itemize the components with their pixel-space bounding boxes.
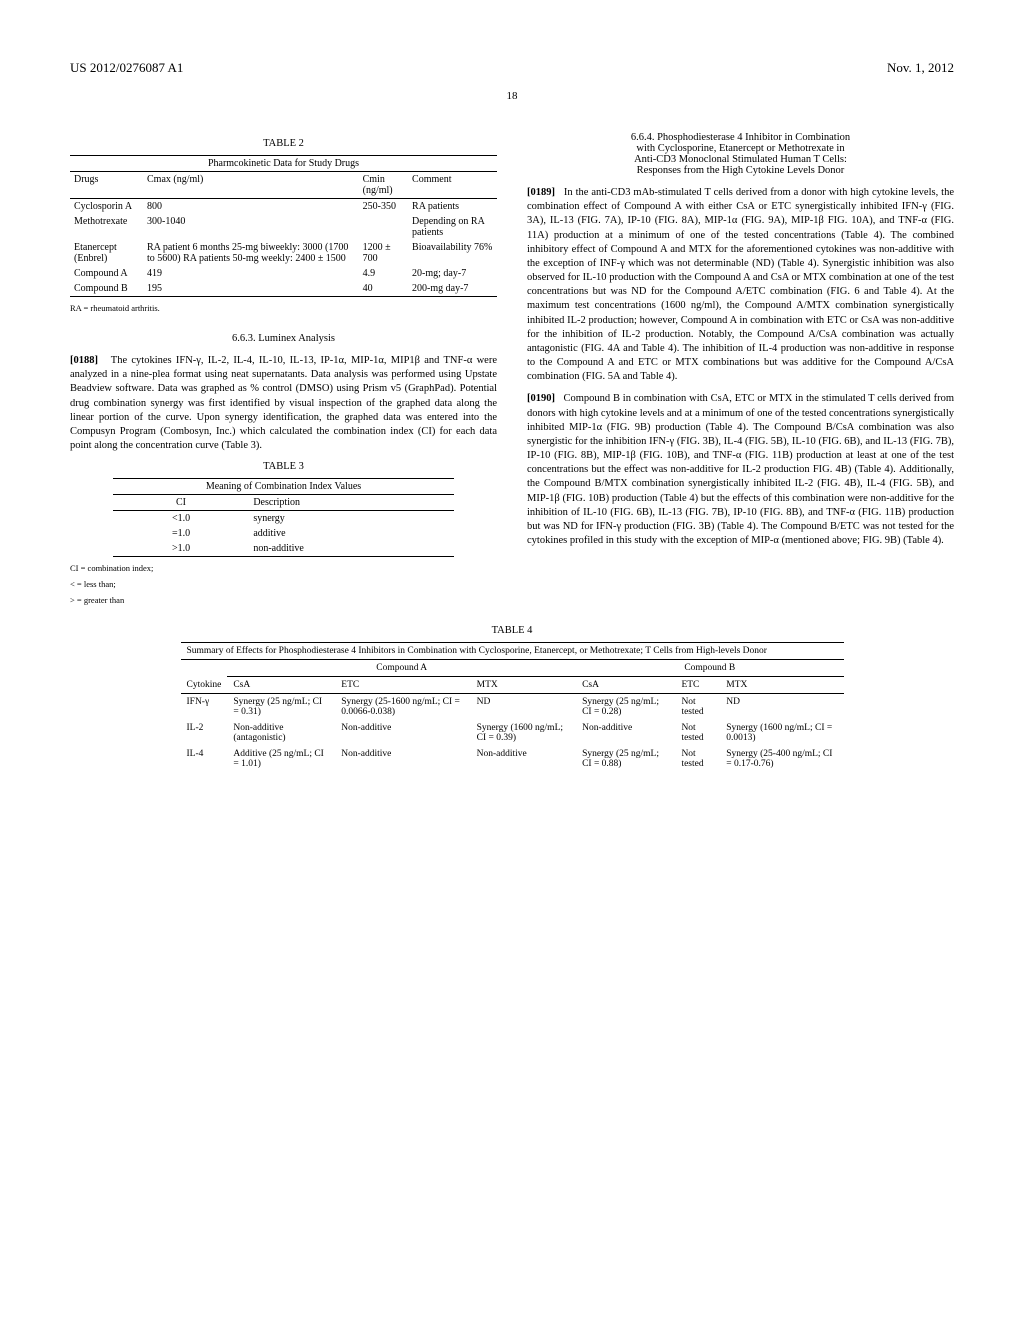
- table-cell: 419: [143, 266, 359, 281]
- table2-col3: Comment: [408, 172, 497, 199]
- table-cell: Methotrexate: [70, 214, 143, 240]
- section-664-heading: 6.6.4. Phosphodiesterase 4 Inhibitor in …: [527, 132, 954, 176]
- table-cell: 4.9: [359, 266, 408, 281]
- table-cell: 20-mg; day-7: [408, 266, 497, 281]
- paragraph-0190: [0190] Compound B in combination with Cs…: [527, 392, 954, 548]
- para-num-0189: [0189]: [527, 187, 555, 198]
- para-text-0188: The cytokines IFN-γ, IL-2, IL-4, IL-10, …: [70, 355, 497, 451]
- table-cell: Synergy (25 ng/mL; CI = 0.88): [576, 746, 675, 772]
- table4-sub6: MTX: [720, 677, 843, 694]
- table-cell: Bioavailability 76%: [408, 240, 497, 266]
- publication-date: Nov. 1, 2012: [887, 60, 954, 76]
- left-column: TABLE 2 Pharmcokinetic Data for Study Dr…: [70, 132, 497, 605]
- table2-label: TABLE 2: [70, 138, 497, 149]
- publication-number: US 2012/0276087 A1: [70, 60, 183, 76]
- table-cell: Compound A: [70, 266, 143, 281]
- table-cell: 800: [143, 199, 359, 215]
- table-cell: ND: [471, 694, 576, 721]
- table-cell: [359, 214, 408, 240]
- table-cell: 200-mg day-7: [408, 281, 497, 297]
- table-cell: Not tested: [675, 746, 720, 772]
- table-cell: IL-2: [181, 720, 228, 746]
- table-cell: additive: [249, 526, 454, 541]
- table-cell: Non-additive: [471, 746, 576, 772]
- table3-col1: Description: [249, 495, 454, 511]
- table-cell: Synergy (1600 ng/mL; CI = 0.0013): [720, 720, 843, 746]
- table-cell: Synergy (25-1600 ng/mL; CI = 0.0066-0.03…: [335, 694, 470, 721]
- table4-caption: Summary of Effects for Phosphodiesterase…: [181, 643, 844, 660]
- table-cell: =1.0: [113, 526, 250, 541]
- table-cell: RA patient 6 months 25-mg biweekly: 3000…: [143, 240, 359, 266]
- table-cell: Non-additive: [335, 720, 470, 746]
- table4: Summary of Effects for Phosphodiesterase…: [181, 642, 844, 772]
- table-cell: Synergy (1600 ng/mL; CI = 0.39): [471, 720, 576, 746]
- table3-footnote-2: < = less than;: [70, 579, 497, 589]
- table-cell: 1200 ± 700: [359, 240, 408, 266]
- table-cell: 195: [143, 281, 359, 297]
- table3-label: TABLE 3: [70, 461, 497, 472]
- table-cell: synergy: [249, 511, 454, 527]
- table-cell: ND: [720, 694, 843, 721]
- paragraph-0189: [0189] In the anti-CD3 mAb-stimulated T …: [527, 186, 954, 384]
- table4-group-b: Compound B: [576, 660, 843, 677]
- table4-sub4: CsA: [576, 677, 675, 694]
- table3-footnote-3: > = greater than: [70, 595, 497, 605]
- table-cell: Non-additive: [576, 720, 675, 746]
- table-cell: Synergy (25 ng/mL; CI = 0.28): [576, 694, 675, 721]
- table-cell: RA patients: [408, 199, 497, 215]
- section-663-heading: 6.6.3. Luminex Analysis: [70, 333, 497, 344]
- table4-label: TABLE 4: [70, 625, 954, 636]
- table3-caption: Meaning of Combination Index Values: [113, 479, 455, 495]
- two-column-layout: TABLE 2 Pharmcokinetic Data for Study Dr…: [70, 132, 954, 605]
- right-column: 6.6.4. Phosphodiesterase 4 Inhibitor in …: [527, 132, 954, 605]
- table2: Pharmcokinetic Data for Study Drugs Drug…: [70, 155, 497, 297]
- para-text-0190: Compound B in combination with CsA, ETC …: [527, 393, 954, 546]
- para-num-0188: [0188]: [70, 355, 98, 366]
- table4-container: TABLE 4 Summary of Effects for Phosphodi…: [70, 625, 954, 772]
- table2-col1: Cmax (ng/ml): [143, 172, 359, 199]
- page-header: US 2012/0276087 A1 Nov. 1, 2012: [70, 60, 954, 80]
- table-cell: Compound B: [70, 281, 143, 297]
- table-cell: 300-1040: [143, 214, 359, 240]
- table-cell: IFN-γ: [181, 694, 228, 721]
- table3: Meaning of Combination Index Values CI D…: [113, 478, 455, 557]
- table2-footnote: RA = rheumatoid arthritis.: [70, 303, 497, 313]
- table3-footnote-1: CI = combination index;: [70, 563, 497, 573]
- table-cell: <1.0: [113, 511, 250, 527]
- table2-caption: Pharmcokinetic Data for Study Drugs: [70, 156, 497, 172]
- table-cell: Synergy (25-400 ng/mL; CI = 0.17-0.76): [720, 746, 843, 772]
- table4-sub2: ETC: [335, 677, 470, 694]
- page-number: 18: [70, 90, 954, 102]
- table2-col0: Drugs: [70, 172, 143, 199]
- table4-sub3: MTX: [471, 677, 576, 694]
- table3-col0: CI: [113, 495, 250, 511]
- paragraph-0188: [0188] The cytokines IFN-γ, IL-2, IL-4, …: [70, 354, 497, 453]
- table4-sub0: Cytokine: [181, 677, 228, 694]
- table-cell: Non-additive (antagonistic): [227, 720, 335, 746]
- table-cell: Additive (25 ng/mL; CI = 1.01): [227, 746, 335, 772]
- table-cell: IL-4: [181, 746, 228, 772]
- para-text-0189: In the anti-CD3 mAb-stimulated T cells d…: [527, 187, 954, 382]
- table-cell: non-additive: [249, 541, 454, 557]
- table-cell: 250-350: [359, 199, 408, 215]
- heading-line-1: 6.6.4. Phosphodiesterase 4 Inhibitor in …: [527, 132, 954, 143]
- table-cell: Etanercept (Enbrel): [70, 240, 143, 266]
- heading-line-2: with Cyclosporine, Etanercept or Methotr…: [527, 143, 954, 154]
- table-cell: >1.0: [113, 541, 250, 557]
- table-cell: Depending on RA patients: [408, 214, 497, 240]
- table-cell: Synergy (25 ng/mL; CI = 0.31): [227, 694, 335, 721]
- table4-sub1: CsA: [227, 677, 335, 694]
- table2-col2: Cmin (ng/ml): [359, 172, 408, 199]
- heading-line-3: Anti-CD3 Monoclonal Stimulated Human T C…: [527, 154, 954, 165]
- table4-group-a: Compound A: [227, 660, 576, 677]
- heading-line-4: Responses from the High Cytokine Levels …: [527, 165, 954, 176]
- table-cell: Non-additive: [335, 746, 470, 772]
- table-cell: Not tested: [675, 694, 720, 721]
- para-num-0190: [0190]: [527, 393, 555, 404]
- table-cell: Cyclosporin A: [70, 199, 143, 215]
- table4-sub5: ETC: [675, 677, 720, 694]
- table-cell: Not tested: [675, 720, 720, 746]
- table-cell: 40: [359, 281, 408, 297]
